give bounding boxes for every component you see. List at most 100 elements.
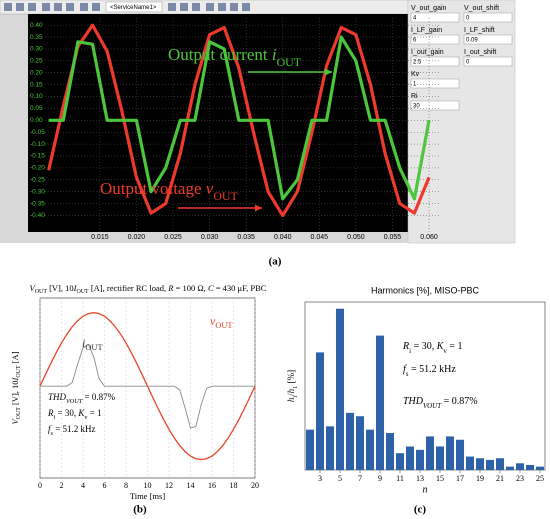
y-tick-label: 0.25	[30, 58, 43, 65]
series-label: vOUT	[210, 314, 233, 331]
chart-title-part: OUT	[76, 289, 89, 295]
chart-title-part: I	[73, 283, 78, 293]
series-label-part: i	[82, 336, 85, 350]
control-value: 2.5	[413, 60, 422, 66]
x-tick-label: 19	[476, 474, 484, 483]
y-tick-label: -0.05	[30, 129, 45, 136]
annotation-part: = 1	[88, 408, 102, 418]
annotation-part: f	[48, 424, 52, 434]
chart-title-part: OUT	[35, 289, 48, 295]
x-tick-label: 18	[230, 481, 238, 490]
x-tick-label: 0.035	[237, 234, 255, 241]
chart-title-part: = 430 μF, PBC	[214, 283, 267, 293]
annotation-part: f	[403, 364, 407, 375]
annotation-part: VOUT	[423, 402, 442, 410]
y-axis-label-part: 1	[292, 386, 299, 389]
x-tick-label: 6	[103, 481, 107, 490]
x-tick-label: 20	[251, 481, 259, 490]
control-input[interactable]	[463, 34, 513, 45]
control-input[interactable]	[463, 56, 513, 67]
series-line	[40, 343, 255, 429]
annotation-part: Output voltage	[100, 179, 206, 198]
x-tick-label: 25	[536, 474, 544, 483]
annotation: Ri = 30, Kv = 1	[47, 408, 102, 421]
y-axis-label-part: /	[286, 393, 296, 396]
x-tick-label: 0.025	[164, 234, 182, 241]
x-tick-label: 0.040	[274, 234, 292, 241]
control-input[interactable]	[410, 78, 460, 89]
x-tick-label: 0	[38, 481, 42, 490]
control-label: V_out_gain	[411, 5, 447, 12]
annotation: THDVOUT = 0.87%	[403, 396, 478, 409]
x-tick-label: 3	[318, 474, 322, 483]
x-tick-label: 12	[165, 481, 173, 490]
control-label: I_LF_shift	[464, 27, 495, 34]
bar	[466, 456, 474, 470]
chart-title-part: C	[208, 283, 214, 293]
y-axis-label-part: h	[286, 397, 296, 402]
bar	[326, 426, 334, 470]
annotation-part: i	[409, 347, 411, 355]
annotation-part: i	[272, 45, 277, 64]
service-name: <ServiceName1>	[110, 5, 157, 11]
control-input[interactable]	[410, 56, 460, 67]
y-axis-label-part: [V], 10	[10, 380, 20, 407]
bar	[356, 416, 364, 470]
bar	[376, 335, 384, 470]
control-label: I_out_gain	[411, 49, 444, 56]
service-select[interactable]	[105, 1, 163, 13]
annotation-part: v	[206, 179, 214, 198]
y-tick-label: 0.00	[30, 117, 43, 124]
annotation-part: s	[406, 370, 409, 378]
x-tick-label: 8	[124, 481, 128, 490]
current-arrow-head	[325, 68, 332, 76]
y-tick-label: -0.15	[30, 153, 45, 160]
control-input[interactable]	[463, 12, 513, 23]
chart-title-part: [V], 10	[47, 283, 74, 293]
bar	[506, 466, 514, 470]
bar	[486, 459, 494, 470]
annotation: Ri = 30, Kv = 1	[402, 341, 463, 354]
annotation-part: v	[84, 414, 88, 421]
y-axis-label-part: [A]	[10, 351, 20, 365]
plot-frame	[304, 301, 546, 471]
annotation-part: = 30,	[411, 341, 437, 352]
panel-label: (c)	[414, 504, 427, 516]
control-input[interactable]	[410, 34, 460, 45]
control-input[interactable]	[410, 12, 460, 23]
panel-label: (a)	[269, 256, 282, 268]
annotation-part: i	[54, 414, 56, 421]
chart-title-part: [A], rectifier RC load,	[89, 283, 169, 293]
annotation-part: = 0.87%	[441, 396, 477, 407]
annotation-part: OUT	[213, 189, 238, 203]
bar	[396, 453, 404, 470]
y-axis-label-part: V	[10, 418, 20, 425]
x-tick-label: 5	[338, 474, 342, 483]
series-label: iOUT	[82, 336, 103, 353]
chart-title: VOUT [V], 10IOUT [A], rectifier RC load,…	[30, 283, 267, 295]
control-value: 0	[466, 16, 470, 22]
y-axis-label-part: i	[292, 396, 299, 398]
control-label: I_LF_gain	[411, 27, 442, 34]
bar	[346, 412, 354, 470]
y-tick-label: 0.30	[30, 46, 43, 53]
y-tick-label: -0.40	[30, 212, 45, 219]
x-tick-label: 0.015	[91, 234, 109, 241]
x-axis-label: Time [ms]	[130, 491, 166, 501]
bar	[436, 446, 444, 470]
x-tick-label: 17	[456, 474, 464, 483]
x-tick-label: 16	[208, 481, 216, 490]
annotation-part: = 0.87%	[82, 392, 115, 402]
annotation-part: R	[47, 408, 54, 418]
control-input[interactable]	[410, 100, 460, 111]
bar	[336, 308, 344, 470]
bar	[426, 436, 434, 470]
control-label: I_out_shift	[464, 49, 496, 56]
y-axis-label-part: OUT	[16, 365, 22, 378]
y-tick-label: -0.35	[30, 200, 45, 207]
annotation-part: K	[77, 408, 85, 418]
control-value: 4	[413, 16, 417, 22]
annotation-part: THD	[48, 392, 67, 402]
bar	[526, 464, 534, 470]
annotation-part: R	[402, 341, 409, 352]
